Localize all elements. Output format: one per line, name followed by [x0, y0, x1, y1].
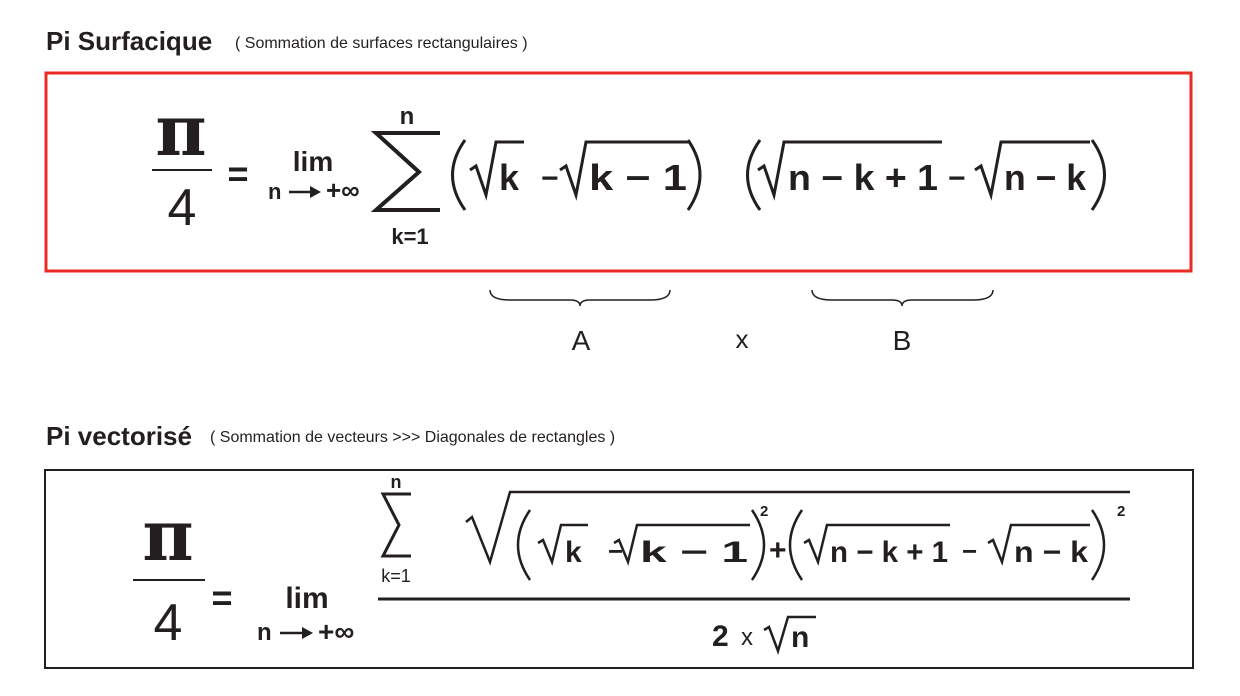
brace-b-icon	[811, 289, 994, 307]
paren-open-b	[788, 509, 804, 581]
label-times: x	[736, 324, 749, 354]
denominator-n: n	[791, 621, 809, 654]
term-b2: n − k	[1004, 157, 1087, 198]
paren-close-b	[1090, 139, 1106, 211]
paren-close-a	[686, 139, 702, 211]
equals-sign: =	[227, 153, 248, 194]
lim-label: lim	[285, 582, 328, 615]
section2-frame	[44, 469, 1194, 669]
sqrt-icon	[803, 523, 950, 567]
term-a1: k	[499, 157, 520, 198]
term-a2: k − 1	[589, 157, 687, 198]
denominator-two: 2	[712, 620, 729, 653]
section1-frame	[44, 71, 1193, 273]
pi-denominator: 4	[154, 594, 183, 652]
section1-title: Pi Surfacique	[46, 26, 213, 56]
sum-upper: n	[400, 103, 415, 130]
lim-variable: n	[268, 179, 281, 204]
sqrt-icon	[763, 615, 816, 655]
sqrt-icon	[469, 140, 524, 201]
minus-sign: −	[608, 536, 623, 566]
label-b: B	[893, 325, 912, 356]
lim-target: +∞	[318, 616, 354, 647]
sum-lower: k=1	[391, 224, 428, 249]
paren-close-a	[750, 509, 766, 581]
paren-open-a	[451, 139, 467, 211]
minus-sign: −	[541, 162, 559, 195]
equals-sign: =	[211, 577, 232, 618]
square-exponent: 2	[1117, 503, 1125, 520]
sigma-icon	[380, 492, 411, 558]
formula-vectorise: π 4 = lim n +∞ n k=1 k − k − 1 2 + n − k…	[133, 472, 1130, 655]
section2-subtitle: ( Sommation de vecteurs >>> Diagonales d…	[210, 429, 616, 446]
section2-title: Pi vectorisé	[46, 421, 192, 451]
paren-close-b	[1090, 509, 1106, 581]
denominator-times: x	[741, 624, 753, 651]
sum-lower: k=1	[381, 566, 411, 586]
brace-a-icon	[489, 289, 671, 307]
sum-upper: n	[391, 472, 402, 492]
pi-symbol: π	[142, 494, 193, 577]
sqrt-icon	[559, 140, 690, 201]
formula-surfacique: π 4 = lim n +∞ n k=1 k − k − 1 n − k + 1…	[152, 89, 1106, 249]
lim-label: lim	[293, 146, 333, 177]
square-exponent: 2	[760, 503, 768, 520]
sqrt-icon	[465, 490, 1130, 566]
plus-sign: +	[769, 534, 787, 567]
pi-symbol: π	[155, 89, 206, 172]
sqrt-icon	[757, 140, 942, 201]
term-a1: k	[565, 536, 582, 569]
sqrt-icon	[987, 523, 1090, 567]
minus-sign: −	[962, 536, 977, 566]
term-b2: n − k	[1014, 536, 1088, 569]
sqrt-icon	[613, 523, 750, 567]
sqrt-icon	[537, 523, 588, 567]
minus-sign: −	[948, 162, 966, 195]
sqrt-icon	[974, 140, 1090, 201]
paren-open-a	[516, 509, 532, 581]
lim-variable: n	[257, 619, 272, 646]
term-b1: n − k + 1	[830, 536, 948, 569]
term-b1: n − k + 1	[788, 157, 938, 198]
lim-target: +∞	[326, 175, 360, 205]
term-a2: k − 1	[640, 536, 748, 569]
pi-denominator: 4	[168, 179, 197, 237]
section1-subtitle: ( Sommation de surfaces rectangulaires )	[235, 35, 528, 52]
arrow-icon	[280, 627, 313, 639]
arrow-icon	[289, 186, 321, 198]
label-a: A	[572, 325, 591, 356]
paren-open-b	[746, 139, 762, 211]
sigma-icon	[370, 131, 440, 212]
